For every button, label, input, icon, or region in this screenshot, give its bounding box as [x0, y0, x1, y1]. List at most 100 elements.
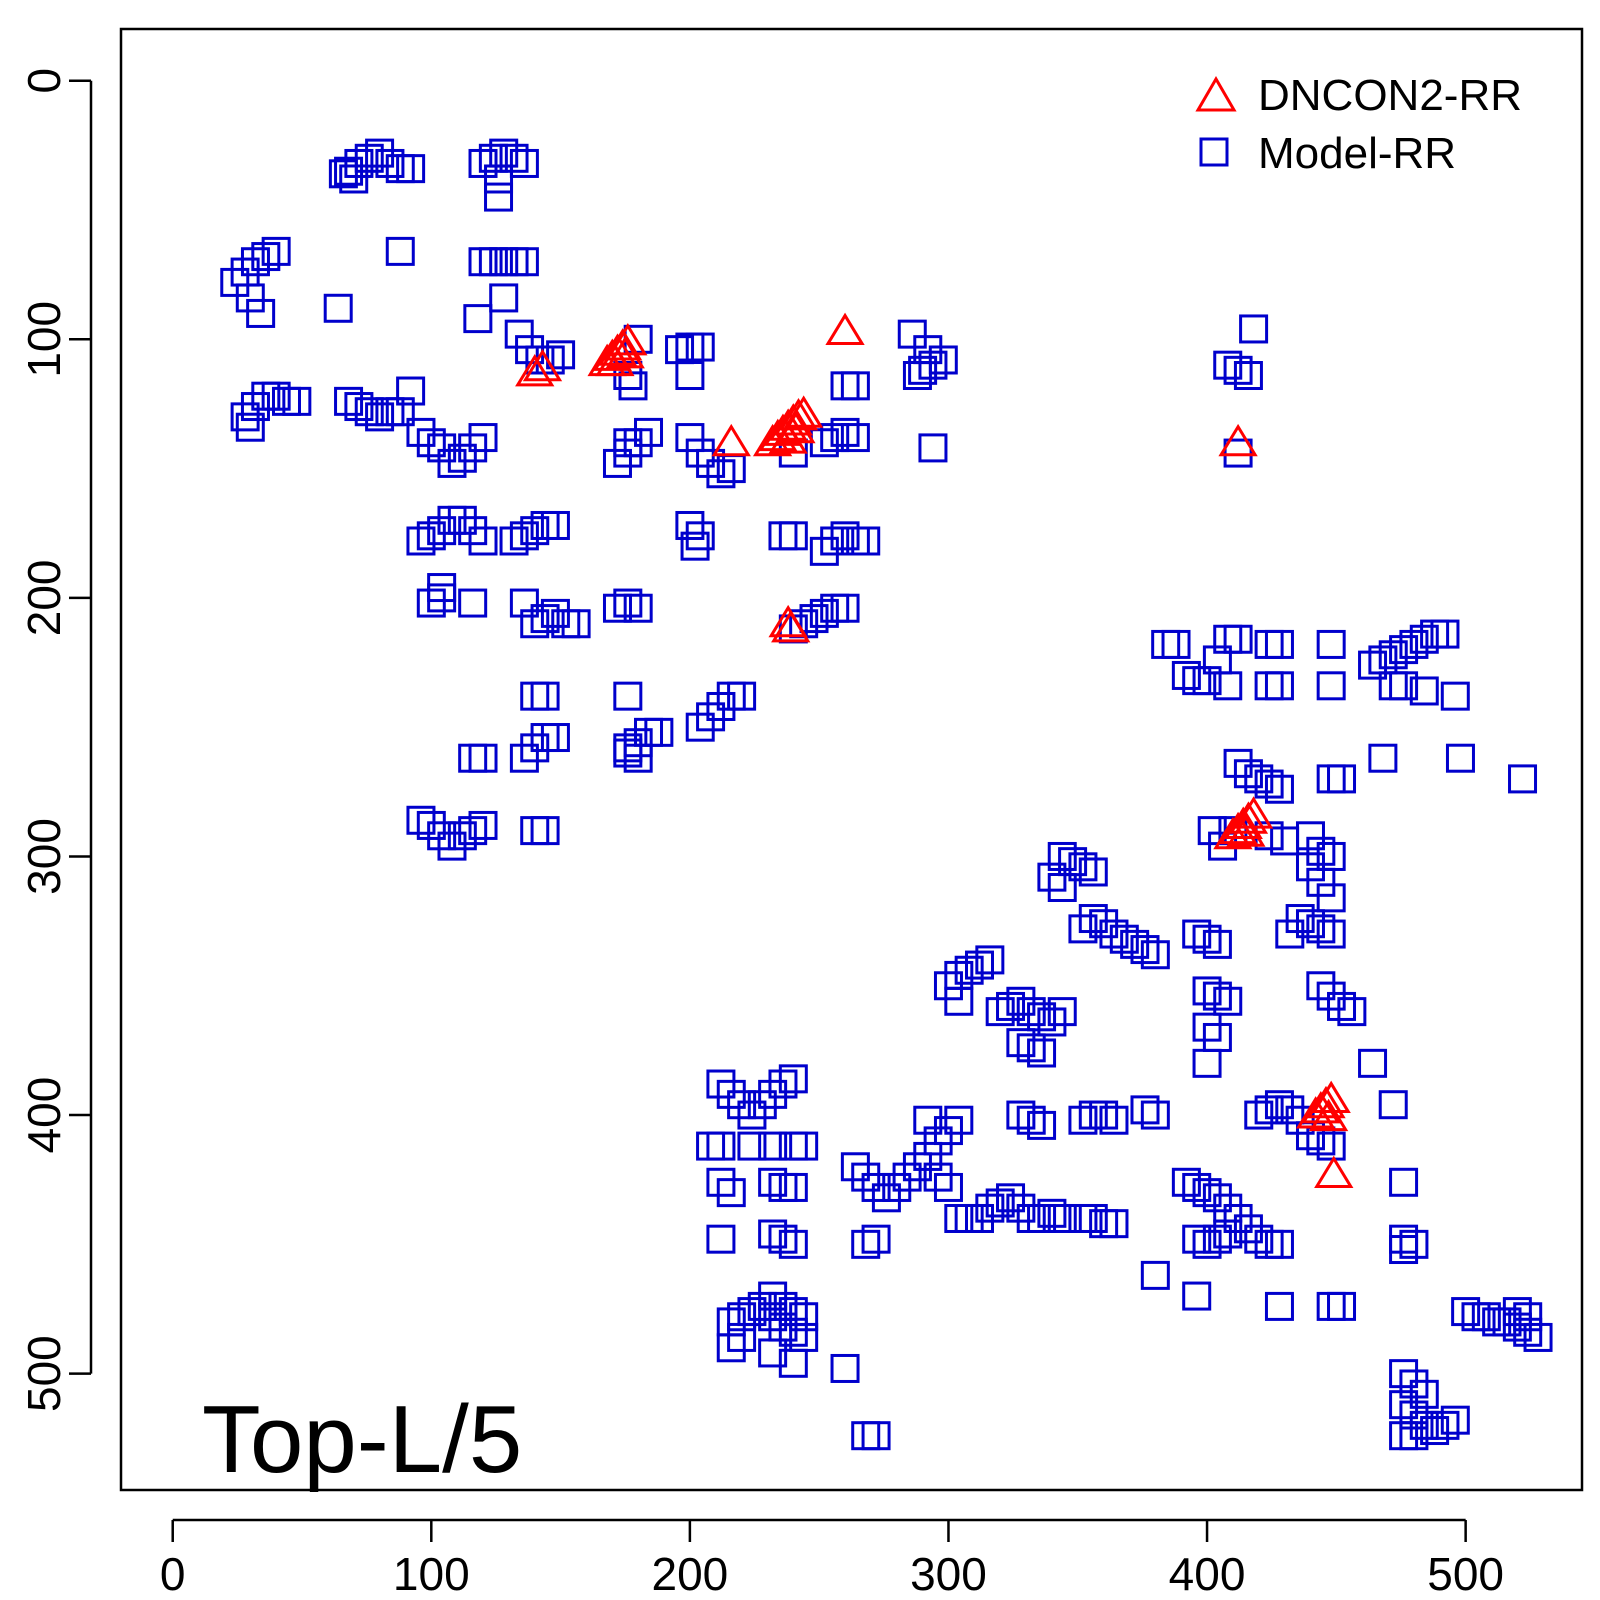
model-rr-point	[892, 1162, 922, 1192]
model-rr-point	[463, 304, 493, 334]
model-rr-point	[520, 609, 550, 639]
model-rr-point	[406, 805, 436, 835]
model-rr-point	[975, 1193, 1005, 1223]
model-rr-point	[1451, 1297, 1481, 1327]
model-rr-point	[685, 332, 715, 362]
model-rr-point	[861, 1224, 891, 1254]
model-rr-point	[923, 1162, 953, 1192]
model-rr-point	[623, 593, 653, 623]
model-rr-point	[540, 510, 570, 540]
model-rr-point	[985, 997, 1015, 1027]
model-rr-point	[484, 164, 514, 194]
model-rr-point	[1409, 1379, 1439, 1409]
model-rr-point	[1233, 361, 1263, 391]
model-rr-point	[1264, 671, 1294, 701]
model-rr-point	[758, 1281, 788, 1311]
dncon2-rr-point	[1218, 423, 1258, 457]
model-rr-point	[530, 816, 560, 846]
model-rr-point	[365, 402, 395, 432]
model-rr-point	[1508, 764, 1538, 794]
model-rr-point	[1337, 997, 1367, 1027]
model-rr-point	[1306, 914, 1336, 944]
model-rr-point	[809, 536, 839, 566]
model-rr-point	[1440, 1405, 1470, 1435]
model-rr-point	[1239, 314, 1269, 344]
model-rr-point	[933, 1116, 963, 1146]
model-rr-point	[1140, 940, 1170, 970]
model-rr-point	[1358, 650, 1388, 680]
model-rr-point	[778, 521, 808, 551]
model-rr-point	[1171, 1167, 1201, 1197]
model-rr-point	[1295, 821, 1325, 851]
y-tick-label: 100	[18, 301, 70, 378]
y-tick-label: 500	[18, 1335, 70, 1412]
model-rr-point	[1492, 1307, 1522, 1337]
model-rr-point	[416, 810, 446, 840]
dncon2-rr-point	[771, 610, 811, 643]
model-rr-point	[871, 1183, 901, 1213]
model-rr-point	[1223, 748, 1253, 778]
model-rr-point	[1099, 919, 1129, 949]
model-rr-point	[1409, 1410, 1439, 1440]
model-rr-point	[737, 1131, 767, 1161]
model-rr-point	[1523, 1322, 1553, 1352]
model-rr-point	[1130, 1095, 1160, 1125]
model-rr-point	[789, 1131, 819, 1161]
model-rr-point	[246, 298, 276, 328]
model-rr-point	[1223, 355, 1253, 385]
model-rr-point	[561, 609, 591, 639]
model-rr-point	[727, 681, 757, 711]
dncon2-rr-point	[1308, 1098, 1349, 1132]
model-rr-point	[1192, 666, 1222, 696]
model-rr-point	[1306, 971, 1336, 1001]
model-rr-point	[944, 986, 974, 1016]
model-rr-point	[613, 588, 643, 618]
model-rr-point	[918, 350, 948, 380]
model-rr-point	[758, 1219, 788, 1249]
model-rr-point	[406, 417, 436, 447]
model-rr-point	[758, 1338, 788, 1368]
model-rr-point	[602, 593, 632, 623]
model-rr-point	[1037, 1198, 1067, 1228]
model-rr-point	[520, 733, 550, 763]
model-rr-point	[458, 516, 488, 546]
model-rr-point	[1027, 1203, 1057, 1233]
model-rr-point	[908, 355, 938, 385]
y-axis: 0 100 200 300 400 500	[18, 68, 93, 1412]
model-rr-point	[1306, 867, 1336, 897]
model-rr-point	[1295, 852, 1325, 882]
model-rr-point	[1389, 1359, 1419, 1389]
model-rr-point	[778, 1064, 808, 1094]
model-rr-point	[1358, 1048, 1388, 1078]
model-rr-point	[1016, 997, 1046, 1027]
model-rr-point	[427, 516, 457, 546]
model-rr-point	[416, 428, 446, 458]
dncon2-rr-point	[825, 312, 865, 346]
model-rr-point	[1399, 1421, 1429, 1451]
model-rr-point	[1502, 1297, 1532, 1327]
model-rr-point	[830, 1353, 860, 1383]
model-rr-point	[540, 598, 570, 628]
model-rr-point	[230, 402, 260, 432]
model-rr-point	[1099, 1105, 1129, 1135]
model-rr-point	[1285, 904, 1315, 934]
model-rr-point	[716, 1079, 746, 1109]
model-rr-point	[1244, 764, 1274, 794]
model-rr-point	[437, 448, 467, 478]
model-rr-point	[861, 1172, 891, 1202]
model-rr-point	[675, 423, 705, 453]
model-rr-point	[1440, 681, 1470, 711]
model-rr-point	[840, 423, 870, 453]
model-rr-point	[468, 423, 498, 453]
model-rr-point	[1027, 1038, 1057, 1068]
model-rr-point	[1037, 1007, 1067, 1037]
model-rr-point	[1213, 1219, 1243, 1249]
model-rr-point	[778, 1297, 808, 1327]
model-rr-point	[339, 164, 369, 194]
model-rr-point	[458, 588, 488, 618]
model-rr-point	[1037, 862, 1067, 892]
model-rr-point	[437, 831, 467, 861]
model-rr-point	[396, 154, 426, 184]
model-rr-point	[478, 143, 508, 173]
